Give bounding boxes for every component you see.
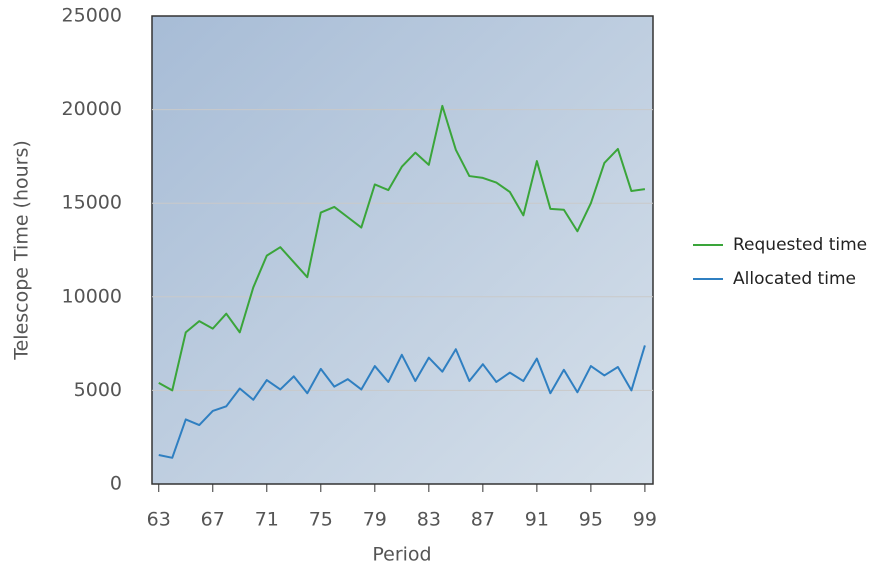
y-tick-label: 20000	[62, 98, 122, 120]
x-tick-label: 99	[633, 509, 657, 531]
x-tick-label: 75	[309, 509, 333, 531]
series-line	[158, 345, 646, 459]
y-tick-label: 25000	[62, 5, 122, 27]
legend-label: Requested time	[733, 235, 867, 255]
x-tick-label: 83	[417, 509, 441, 531]
y-tick-label: 5000	[74, 379, 122, 401]
y-tick-label: 15000	[62, 192, 122, 214]
x-tick-label: 79	[363, 509, 387, 531]
x-tick-label: 67	[201, 509, 225, 531]
y-tick-label: 0	[110, 473, 122, 495]
legend-label: Allocated time	[733, 269, 856, 289]
x-axis-title: Period	[372, 544, 431, 566]
x-tick-label: 63	[147, 509, 171, 531]
y-axis-title: Telescope Time (hours)	[11, 140, 33, 361]
x-tick-label: 95	[579, 509, 603, 531]
x-tick-label: 71	[255, 509, 279, 531]
x-tick-label: 91	[525, 509, 549, 531]
x-tick-label: 87	[471, 509, 495, 531]
y-tick-label: 10000	[62, 285, 122, 307]
series-line	[158, 104, 646, 392]
plot-area	[151, 15, 654, 485]
